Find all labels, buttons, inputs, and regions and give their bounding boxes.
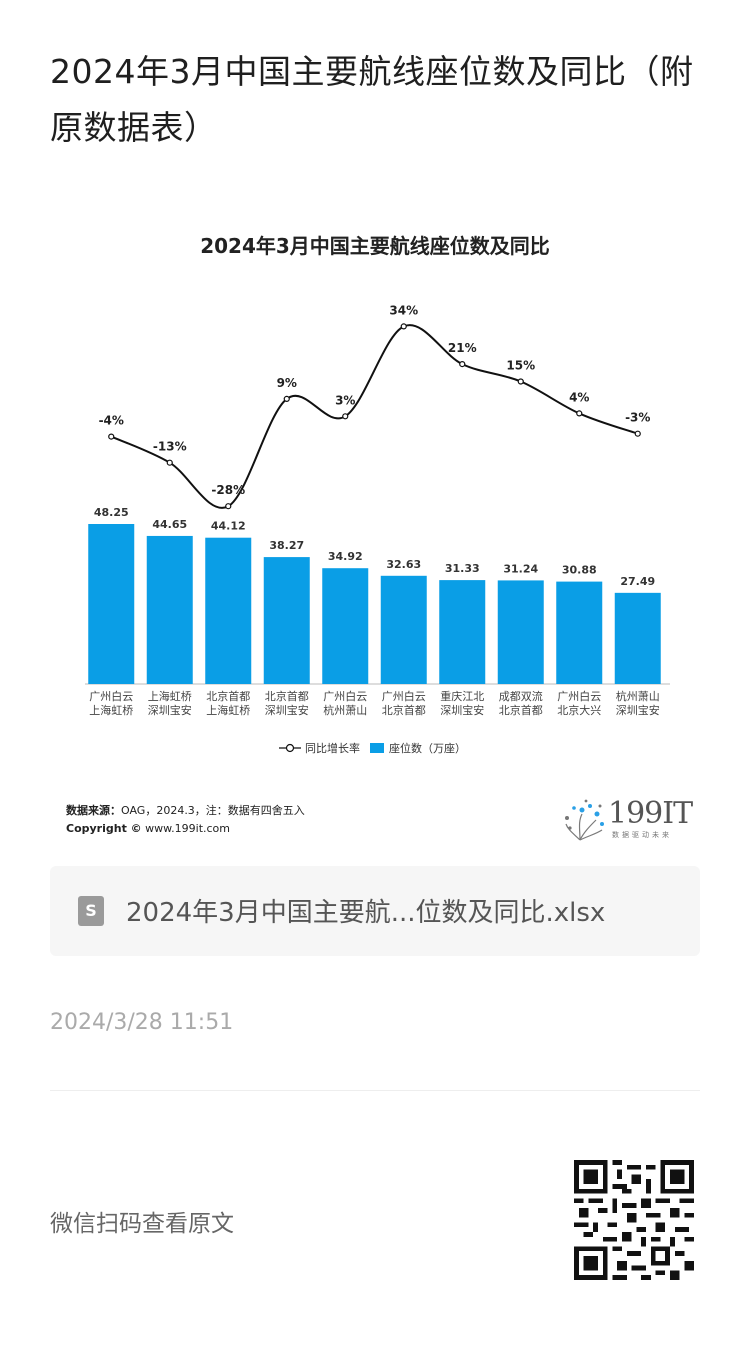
data-source-line: 数据来源：OAG，2024.3，注：数据有四舍五入 bbox=[66, 802, 305, 818]
bar-2 bbox=[205, 537, 252, 684]
bar-value-label: 34.92 bbox=[328, 550, 363, 563]
x-tick-label: 上海虹桥 bbox=[89, 703, 133, 717]
copyright-url: www.199it.com bbox=[145, 822, 231, 835]
divider bbox=[50, 1090, 700, 1091]
growth-rate-label: 9% bbox=[277, 376, 297, 390]
bar-6 bbox=[439, 580, 486, 684]
x-tick-label: 深圳宝安 bbox=[616, 703, 660, 717]
x-tick-label: 深圳宝安 bbox=[265, 703, 309, 717]
growth-rate-label: -4% bbox=[99, 414, 124, 428]
bar-0 bbox=[88, 524, 135, 684]
logo-tagline: 数据驱动未来 bbox=[612, 831, 672, 839]
dandelion-logo-icon bbox=[565, 799, 604, 841]
chart-svg: 48.25广州白云上海虹桥44.65上海虹桥深圳宝安44.12北京首都上海虹桥3… bbox=[85, 303, 670, 755]
growth-rate-label: 34% bbox=[389, 303, 418, 317]
copyright-line: Copyright © www.199it.com bbox=[66, 822, 230, 835]
growth-rate-label: 15% bbox=[506, 359, 535, 373]
bar-5 bbox=[380, 575, 427, 684]
x-tick-label: 上海虹桥 bbox=[206, 703, 250, 717]
bar-3 bbox=[263, 557, 310, 684]
attachment-file-name[interactable]: 2024年3月中国主要航...位数及同比.xlsx bbox=[126, 898, 606, 928]
growth-rate-label: 4% bbox=[569, 390, 589, 404]
spreadsheet-file-icon: S bbox=[78, 896, 104, 926]
bar-value-label: 30.88 bbox=[562, 564, 597, 577]
legend-label-growth: 同比增长率 bbox=[305, 741, 360, 755]
data-source-label: 数据来源： bbox=[66, 804, 121, 817]
x-tick-label: 广州白云 bbox=[557, 689, 601, 703]
x-tick-label: 杭州萧山 bbox=[616, 689, 660, 703]
growth-rate-label: -28% bbox=[211, 483, 245, 497]
logo-wordmark: 199IT bbox=[608, 796, 693, 831]
data-source-text: OAG，2024.3，注：数据有四舍五入 bbox=[121, 804, 305, 817]
growth-rate-point bbox=[517, 378, 524, 385]
x-tick-label: 北京首都 bbox=[382, 703, 426, 717]
growth-rate-label: -3% bbox=[625, 411, 650, 425]
bar-1 bbox=[146, 535, 193, 684]
bar-4 bbox=[322, 568, 369, 684]
bar-value-label: 44.12 bbox=[211, 520, 246, 533]
x-tick-label: 上海虹桥 bbox=[148, 689, 192, 703]
growth-rate-point bbox=[108, 433, 115, 440]
legend-bar-swatch bbox=[370, 743, 384, 753]
growth-rate-label: -13% bbox=[153, 440, 187, 454]
growth-rate-label: 21% bbox=[448, 341, 477, 355]
qr-code-icon[interactable] bbox=[574, 1160, 694, 1280]
qr-caption: 微信扫码查看原文 bbox=[50, 1211, 234, 1237]
attachment-card[interactable]: S 2024年3月中国主要航...位数及同比.xlsx bbox=[50, 866, 700, 956]
file-icon-letter: S bbox=[85, 901, 97, 920]
growth-rate-point bbox=[576, 410, 583, 417]
x-tick-label: 杭州萧山 bbox=[323, 703, 367, 717]
growth-rate-point bbox=[342, 413, 349, 420]
x-tick-label: 广州白云 bbox=[382, 689, 426, 703]
growth-rate-point bbox=[400, 323, 407, 330]
bar-value-label: 27.49 bbox=[620, 575, 655, 588]
x-tick-label: 深圳宝安 bbox=[148, 703, 192, 717]
x-tick-label: 重庆江北 bbox=[440, 689, 484, 703]
x-tick-label: 北京首都 bbox=[265, 689, 309, 703]
copyright-label: Copyright © bbox=[66, 822, 142, 835]
x-tick-label: 广州白云 bbox=[323, 689, 367, 703]
bar-value-label: 31.33 bbox=[445, 562, 480, 575]
x-tick-label: 深圳宝安 bbox=[440, 703, 484, 717]
bar-value-label: 44.65 bbox=[152, 518, 187, 531]
page-title: 2024年3月中国主要航线座位数及同比（附原数据表） bbox=[50, 52, 694, 147]
growth-rate-point bbox=[634, 430, 641, 437]
bar-9 bbox=[614, 592, 661, 684]
growth-rate-point bbox=[283, 395, 290, 402]
growth-rate-point bbox=[225, 503, 232, 510]
bar-8 bbox=[556, 581, 603, 684]
199it-logo: 199IT 数据驱动未来 bbox=[560, 796, 700, 844]
bar-value-label: 48.25 bbox=[94, 506, 129, 519]
bar-value-label: 31.24 bbox=[503, 562, 538, 575]
x-tick-label: 北京首都 bbox=[499, 703, 543, 717]
chart-title: 2024年3月中国主要航线座位数及同比 bbox=[200, 234, 550, 258]
post-timestamp: 2024/3/28 11:51 bbox=[50, 1010, 234, 1035]
chart-image: 2024年3月中国主要航线座位数及同比 48.25 广州白云 上海虹桥 44.65 上海… bbox=[50, 200, 700, 850]
legend-line-marker bbox=[285, 743, 295, 753]
growth-rate-point bbox=[459, 361, 466, 368]
x-tick-label: 北京大兴 bbox=[557, 703, 601, 717]
growth-rate-point bbox=[166, 459, 173, 466]
growth-rate-line bbox=[110, 324, 639, 509]
x-tick-label: 成都双流 bbox=[499, 689, 543, 703]
bar-value-label: 32.63 bbox=[386, 558, 421, 571]
legend-label-seats: 座位数（万座） bbox=[389, 741, 466, 755]
x-tick-label: 北京首都 bbox=[206, 689, 250, 703]
bar-value-label: 38.27 bbox=[269, 539, 304, 552]
x-tick-label: 广州白云 bbox=[89, 689, 133, 703]
growth-rate-label: 3% bbox=[335, 393, 355, 407]
bar-7 bbox=[497, 580, 544, 684]
